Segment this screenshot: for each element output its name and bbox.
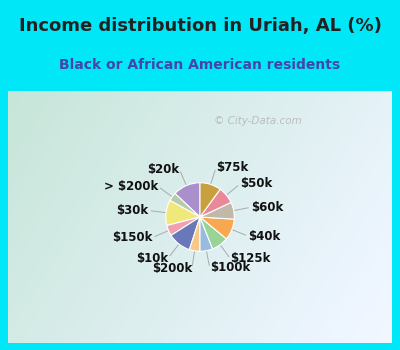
Text: $10k: $10k [136, 252, 168, 265]
Wedge shape [200, 217, 213, 251]
Text: $20k: $20k [147, 163, 179, 176]
Text: $100k: $100k [210, 261, 250, 274]
Text: $150k: $150k [112, 231, 152, 244]
Text: $75k: $75k [216, 161, 248, 174]
Text: Income distribution in Uriah, AL (%): Income distribution in Uriah, AL (%) [18, 17, 382, 35]
Wedge shape [166, 201, 200, 225]
Wedge shape [170, 194, 200, 217]
Wedge shape [200, 202, 234, 219]
Wedge shape [175, 183, 200, 217]
Wedge shape [167, 217, 200, 235]
Text: $60k: $60k [251, 201, 283, 214]
Text: Black or African American residents: Black or African American residents [60, 58, 340, 72]
Text: $50k: $50k [240, 177, 272, 190]
Wedge shape [200, 189, 231, 217]
Wedge shape [200, 217, 226, 249]
Text: $200k: $200k [152, 262, 192, 275]
Wedge shape [190, 217, 200, 251]
Text: > $200k: > $200k [104, 180, 158, 193]
Wedge shape [200, 217, 234, 239]
Text: $30k: $30k [116, 204, 148, 217]
Text: © City-Data.com: © City-Data.com [214, 116, 302, 126]
Text: $40k: $40k [248, 230, 280, 243]
Wedge shape [200, 183, 220, 217]
Text: $125k: $125k [230, 252, 271, 266]
Wedge shape [171, 217, 200, 250]
